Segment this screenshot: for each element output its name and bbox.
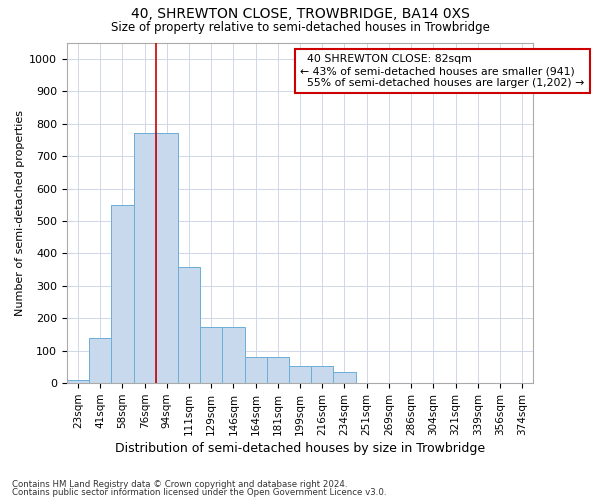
Bar <box>67 380 89 383</box>
Y-axis label: Number of semi-detached properties: Number of semi-detached properties <box>15 110 25 316</box>
Bar <box>245 357 267 383</box>
Bar <box>334 372 356 383</box>
Bar <box>200 328 223 383</box>
Bar <box>112 206 134 383</box>
Bar <box>289 366 311 383</box>
X-axis label: Distribution of semi-detached houses by size in Trowbridge: Distribution of semi-detached houses by … <box>115 442 485 455</box>
Bar <box>267 357 289 383</box>
Bar <box>134 134 156 383</box>
Text: Size of property relative to semi-detached houses in Trowbridge: Size of property relative to semi-detach… <box>110 21 490 34</box>
Bar <box>178 267 200 383</box>
Text: 40 SHREWTON CLOSE: 82sqm
← 43% of semi-detached houses are smaller (941)
  55% o: 40 SHREWTON CLOSE: 82sqm ← 43% of semi-d… <box>300 54 584 88</box>
Text: Contains HM Land Registry data © Crown copyright and database right 2024.: Contains HM Land Registry data © Crown c… <box>12 480 347 489</box>
Bar <box>311 366 334 383</box>
Bar <box>156 134 178 383</box>
Text: Contains public sector information licensed under the Open Government Licence v3: Contains public sector information licen… <box>12 488 386 497</box>
Text: 40, SHREWTON CLOSE, TROWBRIDGE, BA14 0XS: 40, SHREWTON CLOSE, TROWBRIDGE, BA14 0XS <box>131 8 469 22</box>
Bar <box>89 338 112 383</box>
Bar <box>223 328 245 383</box>
